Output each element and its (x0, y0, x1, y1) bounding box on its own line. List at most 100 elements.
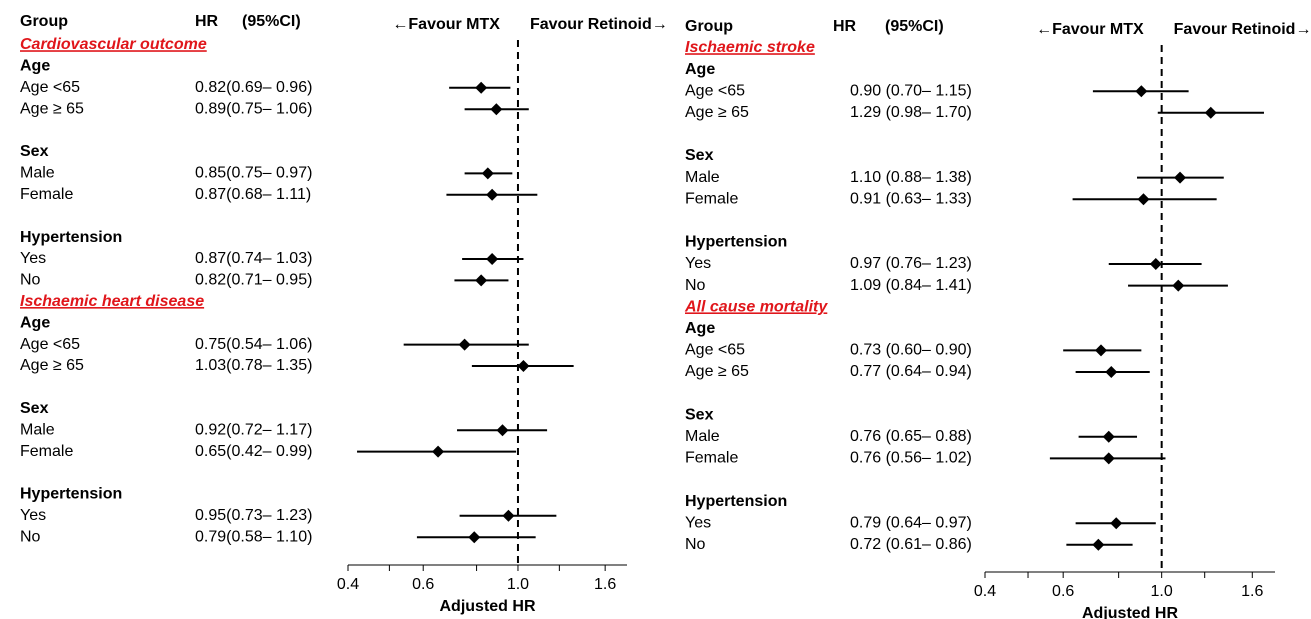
row-estimate: 0.65(0.42– 0.99) (195, 443, 312, 460)
row-estimate: 0.75(0.54– 1.06) (195, 336, 312, 353)
row-estimate: 1.10 (0.88– 1.38) (850, 169, 972, 186)
point-estimate (502, 509, 515, 522)
point-estimate (432, 445, 445, 458)
row-estimate: 0.73 (0.60– 0.90) (850, 342, 972, 359)
x-tick-label: 0.4 (974, 583, 996, 600)
row-label: Male (685, 428, 720, 445)
row-label: Age ≥ 65 (20, 100, 84, 117)
point-estimate (1174, 171, 1187, 184)
row-estimate: 0.87(0.74– 1.03) (195, 250, 312, 267)
point-estimate (1149, 258, 1162, 270)
row-label: Yes (20, 250, 46, 267)
row-estimate: 0.77 (0.64– 0.94) (850, 363, 972, 380)
row-estimate: 0.91 (0.63– 1.33) (850, 190, 972, 207)
group-name: Sex (20, 400, 49, 417)
point-estimate (1137, 193, 1150, 206)
header-hr: HR (195, 13, 219, 30)
row-estimate: 0.82(0.71– 0.95) (195, 272, 312, 289)
point-estimate (1110, 517, 1123, 530)
point-estimate (517, 360, 530, 372)
row-estimate: 1.09 (0.84– 1.41) (850, 277, 972, 294)
row-label: Male (20, 421, 55, 438)
row-label: Age ≥ 65 (685, 104, 749, 121)
row-estimate: 0.76 (0.56– 1.02) (850, 450, 972, 467)
point-estimate (486, 188, 499, 201)
row-estimate: 0.87(0.68– 1.11) (195, 186, 311, 203)
row-estimate: 0.79(0.58– 1.10) (195, 528, 312, 545)
row-estimate: 0.97 (0.76– 1.23) (850, 255, 972, 272)
row-label: No (20, 272, 41, 289)
header-group: Group (685, 18, 733, 35)
point-estimate (496, 424, 509, 437)
row-label: Female (685, 190, 738, 207)
point-estimate (490, 103, 503, 116)
row-estimate: 0.92(0.72– 1.17) (195, 421, 312, 438)
row-label: Yes (20, 507, 46, 524)
row-estimate: 0.76 (0.65– 0.88) (850, 428, 972, 445)
x-tick-label: 0.6 (1052, 583, 1074, 600)
point-estimate (458, 338, 471, 351)
point-estimate (468, 531, 481, 544)
row-label: Female (20, 443, 73, 460)
point-estimate (475, 274, 488, 287)
point-estimate (486, 253, 499, 265)
favour-right: Favour Retinoid→ (1174, 21, 1311, 38)
point-estimate (1105, 366, 1118, 378)
row-label: Male (685, 169, 720, 186)
x-tick-label: 1.6 (1241, 583, 1263, 600)
row-label: No (685, 277, 706, 294)
row-label: Age ≥ 65 (685, 363, 749, 380)
row-estimate: 0.85(0.75– 0.97) (195, 165, 312, 182)
point-estimate (475, 81, 488, 94)
row-estimate: 1.03(0.78– 1.35) (195, 357, 312, 374)
row-estimate: 0.82(0.69– 0.96) (195, 79, 312, 96)
group-name: Age (20, 314, 50, 331)
row-label: Age <65 (20, 336, 80, 353)
group-name: Hypertension (20, 486, 122, 503)
row-label: No (685, 536, 706, 553)
group-name: Hypertension (685, 234, 787, 251)
row-label: Age <65 (20, 79, 80, 96)
row-label: Female (20, 186, 73, 203)
section-title: Ischaemic stroke (685, 39, 815, 56)
group-name: Sex (685, 406, 714, 423)
favour-left: ←Favour MTX (1036, 21, 1144, 38)
row-estimate: 0.72 (0.61– 0.86) (850, 536, 972, 553)
point-estimate (1204, 106, 1217, 119)
row-label: Female (685, 450, 738, 467)
row-label: Age <65 (685, 82, 745, 99)
group-name: Age (20, 58, 50, 75)
section-title: All cause mortality (684, 298, 828, 315)
group-name: Hypertension (685, 493, 787, 510)
header-ci: (95%CI) (242, 13, 301, 30)
row-label: Age <65 (685, 342, 745, 359)
group-name: Sex (20, 143, 49, 160)
row-estimate: 0.95(0.73– 1.23) (195, 507, 312, 524)
row-label: Age ≥ 65 (20, 357, 84, 374)
point-estimate (1135, 85, 1148, 98)
header-hr: HR (833, 18, 857, 35)
row-estimate: 0.79 (0.64– 0.97) (850, 514, 972, 531)
header-ci: (95%CI) (885, 18, 944, 35)
row-estimate: 1.29 (0.98– 1.70) (850, 104, 972, 121)
favour-left: ←Favour MTX (392, 16, 500, 33)
row-estimate: 0.89(0.75– 1.06) (195, 100, 312, 117)
row-label: Male (20, 165, 55, 182)
row-estimate: 0.90 (0.70– 1.15) (850, 82, 972, 99)
point-estimate (1172, 279, 1185, 292)
x-tick-label: 1.0 (1151, 583, 1173, 600)
section-title: Cardiovascular outcome (20, 36, 207, 53)
x-axis-label: Adjusted HR (1082, 605, 1178, 619)
row-label: Yes (685, 514, 711, 531)
x-tick-label: 1.0 (507, 576, 529, 593)
favour-right: Favour Retinoid→ (530, 16, 668, 33)
point-estimate (1092, 538, 1105, 551)
point-estimate (1102, 452, 1115, 465)
point-estimate (1102, 430, 1115, 443)
group-name: Age (685, 320, 715, 337)
x-tick-label: 0.4 (337, 576, 359, 593)
point-estimate (481, 167, 494, 180)
header-group: Group (20, 13, 68, 30)
group-name: Hypertension (20, 229, 122, 246)
